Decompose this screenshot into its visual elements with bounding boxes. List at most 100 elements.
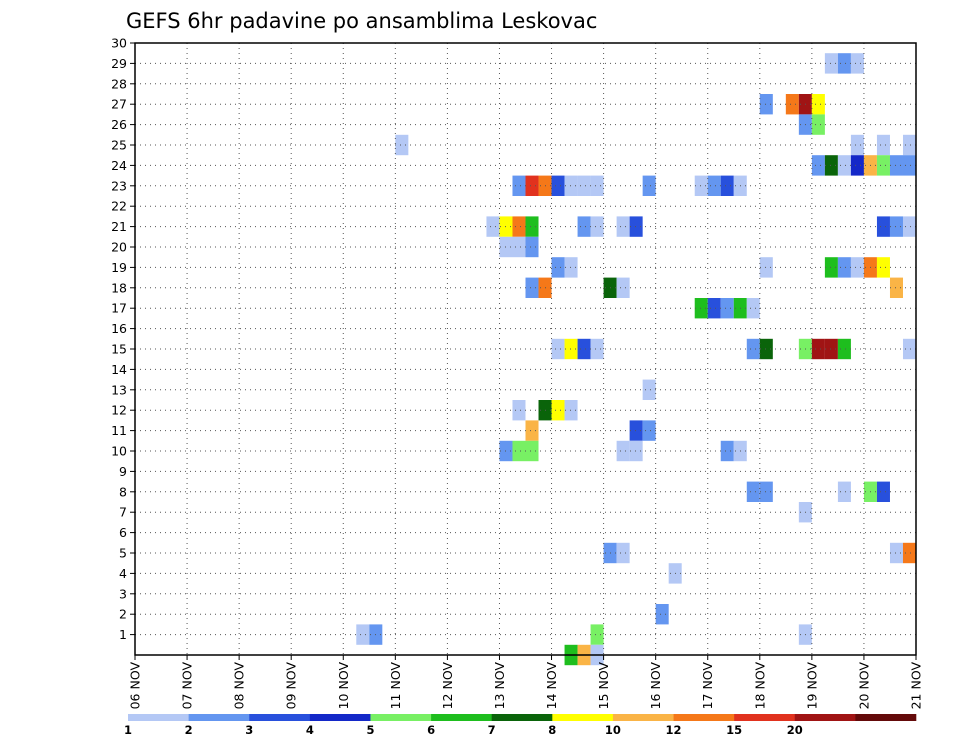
x-tick-label: 16 NOV [648,662,663,710]
x-tick-label: 18 NOV [752,662,767,710]
data-cell [876,134,890,156]
data-cell [837,53,851,74]
data-cell [707,298,721,319]
data-cell [824,338,838,360]
x-tick-label: 17 NOV [700,662,715,710]
data-cell [824,155,838,176]
colorbar-swatch [794,714,856,721]
data-cell [616,216,630,237]
colorbar-swatch [491,714,553,721]
data-cell [850,257,864,278]
y-tick-label: 28 [111,76,127,91]
data-cell [759,257,773,278]
data-cell [525,277,539,298]
data-cell [525,420,539,441]
data-cell [876,481,890,502]
colorbar-label: 8 [548,723,556,737]
x-axis: 06 NOV 07 NOV 08 NOV 09 NOV 10 NOV 11 NOV 12 N… [128,655,924,709]
data-cell [642,420,656,441]
data-cell [512,236,526,258]
data-cell [590,216,604,237]
data-cell [642,175,656,196]
y-tick-label: 4 [119,566,127,581]
data-cell [551,175,565,196]
data-cell [889,277,903,298]
y-tick-label: 11 [111,423,127,438]
y-tick-label: 12 [111,403,127,418]
x-tick-label: 07 NOV [180,662,195,710]
data-cell [551,257,565,278]
data-cell [850,134,864,156]
y-tick-label: 7 [119,505,127,520]
y-tick-label: 21 [111,219,127,234]
data-cell [525,440,539,462]
x-tick-label: 14 NOV [544,662,559,710]
data-cell [629,440,643,462]
data-cell [694,298,708,319]
colorbar-label: 10 [605,723,621,737]
data-cell [902,155,916,176]
x-tick-label: 15 NOV [596,662,611,710]
data-cell [590,624,604,645]
colorbar-swatch [188,714,250,721]
data-cell [551,400,565,421]
data-cell [512,400,526,421]
data-cell [694,175,708,196]
y-tick-label: 15 [111,342,127,357]
data-cell [655,604,669,625]
colorbar-swatch [612,714,674,721]
data-cell [889,155,903,176]
y-tick-label: 22 [111,199,127,214]
colorbar-swatch [370,714,432,721]
x-tick-label: 13 NOV [492,662,507,710]
data-cell [759,94,773,115]
data-cell [642,379,656,400]
x-tick-label: 20 NOV [856,662,871,710]
data-cell [824,257,838,278]
colorbar-label: 3 [245,723,253,737]
colorbar-label: 7 [488,723,496,737]
data-cell [889,542,903,564]
y-tick-label: 8 [119,484,127,499]
data-cell [629,216,643,237]
colorbar-label: 6 [427,723,435,737]
y-tick-label: 16 [111,321,127,336]
data-cell [850,53,864,74]
data-cell [629,420,643,441]
y-tick-label: 25 [111,138,127,153]
x-tick-label: 08 NOV [232,662,247,710]
x-tick-label: 09 NOV [284,662,299,710]
data-cell [395,134,409,156]
y-tick-label: 1 [119,627,127,642]
y-tick-label: 24 [111,158,127,173]
data-cell [551,338,565,360]
data-cell [876,257,890,278]
colorbar-label: 20 [787,723,803,737]
data-cell [837,338,851,360]
colorbar-swatch [309,714,371,721]
colorbar-label: 15 [726,723,742,737]
data-cell [525,175,539,196]
colorbar-label: 2 [185,723,193,737]
y-tick-label: 18 [111,280,127,295]
data-cell [577,216,591,237]
x-tick-label: 19 NOV [804,662,819,710]
x-tick-label: 06 NOV [128,662,143,710]
data-cell [785,94,799,115]
data-cell [746,298,760,319]
x-tick-label: 11 NOV [388,662,403,710]
data-cell [720,298,734,319]
y-tick-label: 5 [119,546,127,561]
data-cell [746,481,760,502]
colorbar-swatch [249,714,311,721]
x-tick-label: 10 NOV [336,662,351,710]
data-cell [525,216,539,237]
data-cell [811,114,825,135]
data-cell [902,338,916,360]
y-tick-label: 17 [111,301,127,316]
colorbar-label: 12 [666,723,682,737]
data-cell [902,216,916,237]
data-cell [486,216,500,237]
